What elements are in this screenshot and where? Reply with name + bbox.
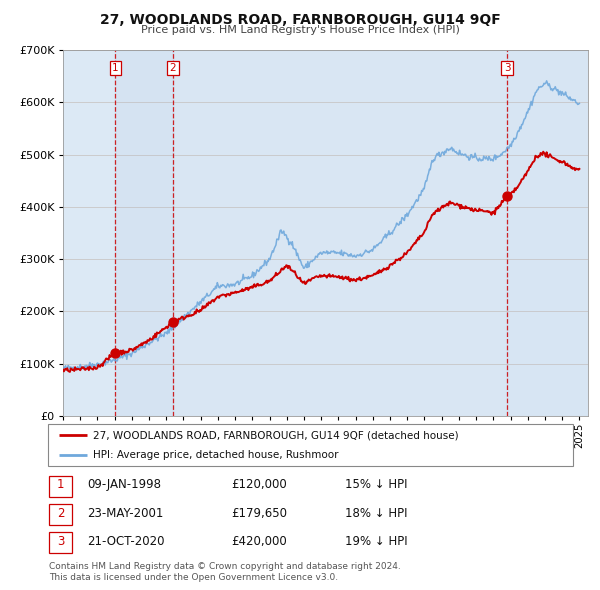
Bar — [115, 50, 173, 416]
FancyBboxPatch shape — [48, 424, 573, 466]
Text: 2: 2 — [57, 507, 64, 520]
Text: 3: 3 — [504, 63, 511, 73]
Text: Contains HM Land Registry data © Crown copyright and database right 2024.
This d: Contains HM Land Registry data © Crown c… — [49, 562, 401, 582]
Text: 1: 1 — [112, 63, 118, 73]
Text: 27, WOODLANDS ROAD, FARNBOROUGH, GU14 9QF: 27, WOODLANDS ROAD, FARNBOROUGH, GU14 9Q… — [100, 13, 500, 27]
Bar — [173, 50, 507, 416]
Text: 27, WOODLANDS ROAD, FARNBOROUGH, GU14 9QF (detached house): 27, WOODLANDS ROAD, FARNBOROUGH, GU14 9Q… — [92, 430, 458, 440]
Text: 09-JAN-1998: 09-JAN-1998 — [87, 478, 161, 491]
Text: 2: 2 — [170, 63, 176, 73]
Text: 23-MAY-2001: 23-MAY-2001 — [87, 507, 163, 520]
Text: 3: 3 — [57, 535, 64, 548]
Text: 19% ↓ HPI: 19% ↓ HPI — [345, 535, 407, 548]
Text: £179,650: £179,650 — [231, 507, 287, 520]
Text: 15% ↓ HPI: 15% ↓ HPI — [345, 478, 407, 491]
Text: £120,000: £120,000 — [231, 478, 287, 491]
Bar — [507, 50, 588, 416]
Text: 18% ↓ HPI: 18% ↓ HPI — [345, 507, 407, 520]
Text: 21-OCT-2020: 21-OCT-2020 — [87, 535, 164, 548]
Text: 1: 1 — [57, 478, 64, 491]
Text: £420,000: £420,000 — [231, 535, 287, 548]
Text: Price paid vs. HM Land Registry's House Price Index (HPI): Price paid vs. HM Land Registry's House … — [140, 25, 460, 35]
Text: HPI: Average price, detached house, Rushmoor: HPI: Average price, detached house, Rush… — [92, 450, 338, 460]
